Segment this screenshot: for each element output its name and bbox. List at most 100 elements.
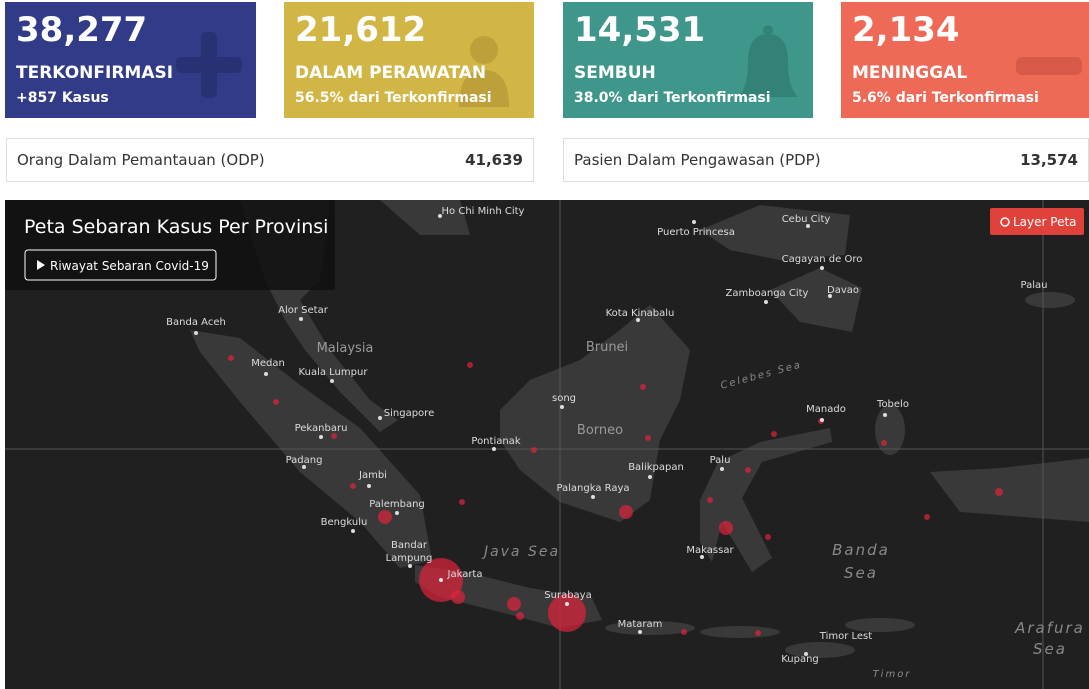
place-label: Cebu City <box>782 214 831 225</box>
place-label: Palangka Raya <box>556 483 629 494</box>
place-label: Mataram <box>618 619 663 630</box>
place-label: Timor Lest <box>819 631 872 642</box>
place-dot <box>565 602 569 606</box>
title-panel <box>5 200 335 290</box>
layer-button[interactable]: Layer Peta <box>990 208 1084 235</box>
stat-card: 2,134 MENINGGAL 5.6% dari Terkonfirmasi <box>841 2 1089 118</box>
place-dot <box>692 220 696 224</box>
sea-label: Sea <box>844 564 878 582</box>
sea-label: Banda <box>832 541 890 559</box>
place-label: Jakarta <box>447 569 483 580</box>
place-dot <box>439 578 443 582</box>
place-label: Balikpapan <box>628 462 684 473</box>
place-dot <box>194 331 198 335</box>
place-dot <box>591 495 595 499</box>
stat-card: 14,531 SEMBUH 38.0% dari Terkonfirmasi <box>563 2 813 118</box>
place-label: Cagayan de Oro <box>782 254 863 265</box>
place-label: Ho Chi Minh City <box>442 206 525 217</box>
place-label: Alor Setar <box>278 305 329 316</box>
sea-label: Arafura <box>1014 619 1085 637</box>
icon <box>1016 57 1082 75</box>
sea-label: Sea <box>1033 640 1067 658</box>
sea-label: Timor <box>873 669 912 680</box>
place-label: Kuala Lumpur <box>299 367 369 378</box>
place-label: Kota Kinabalu <box>606 308 675 319</box>
stat-label: TERKONFIRMASI <box>16 63 174 83</box>
info-value: 41,639 <box>465 151 523 169</box>
info-label: Pasien Dalam Pengawasan (PDP) <box>574 151 821 169</box>
place-dot <box>820 266 824 270</box>
stat-card: 21,612 DALAM PERAWATAN 56.5% dari Terkon… <box>284 2 534 118</box>
place-label: Medan <box>251 358 285 369</box>
stat-sub: 38.0% dari Terkonfirmasi <box>574 90 771 106</box>
stat-sub: 5.6% dari Terkonfirmasi <box>852 90 1039 106</box>
place-dot <box>820 418 824 422</box>
stat-sub: 56.5% dari Terkonfirmasi <box>295 90 492 106</box>
place-dot <box>302 465 306 469</box>
place-dot <box>351 529 355 533</box>
place-dot <box>438 214 442 218</box>
place-dot <box>299 317 303 321</box>
button-label: Riwayat Sebaran Covid-19 <box>50 259 209 273</box>
place-dot <box>264 372 268 376</box>
place-dot <box>330 379 334 383</box>
place-label: Banda Aceh <box>166 317 226 328</box>
info-row: Orang Dalam Pemantauan (ODP) 41,639 <box>6 138 534 182</box>
place-label: Surabaya <box>544 590 591 601</box>
place-dot <box>700 555 704 559</box>
place-label: song <box>552 393 576 404</box>
place-label: Palembang <box>369 499 425 510</box>
place-dot <box>828 294 832 298</box>
stat-value: 14,531 <box>574 10 706 50</box>
region-label: Brunei <box>586 340 628 355</box>
stat-label: SEMBUH <box>574 63 656 83</box>
place-dot <box>648 475 652 479</box>
stat-value: 38,277 <box>16 10 148 50</box>
place-label: Jambi <box>358 470 387 481</box>
place-label: Singapore <box>384 408 434 419</box>
place-dot <box>638 630 642 634</box>
place-label: Bandar <box>391 540 428 551</box>
info-value: 13,574 <box>1020 151 1078 169</box>
place-label: Puerto Princesa <box>657 227 735 238</box>
place-label: Bengkulu <box>321 517 368 528</box>
place-dot <box>806 224 810 228</box>
stat-label: DALAM PERAWATAN <box>295 63 487 83</box>
place-label: Davao <box>827 285 859 296</box>
place-label: Pontianak <box>471 436 520 447</box>
place-dot <box>883 413 887 417</box>
place-dot <box>319 435 323 439</box>
place-label: Kupang <box>781 654 819 665</box>
button-label: Layer Peta <box>1013 215 1077 229</box>
map[interactable]: Ho Chi Minh City Puerto Princesa Cebu City… <box>5 200 1089 689</box>
history-button[interactable]: Riwayat Sebaran Covid-19 <box>24 249 217 281</box>
sea-label: Java Sea <box>481 544 560 560</box>
place-label: Lampung <box>386 553 433 564</box>
place-label: Palu <box>710 455 731 466</box>
place-dot <box>764 300 768 304</box>
place-label: Pekanbaru <box>295 423 348 434</box>
place-label: Palau <box>1021 280 1048 291</box>
place-dot <box>367 484 371 488</box>
icon <box>459 36 509 107</box>
stat-sub: +857 Kasus <box>16 90 109 106</box>
info-label: Orang Dalam Pemantauan (ODP) <box>17 151 265 169</box>
place-dot <box>560 405 564 409</box>
stat-card: 38,277 TERKONFIRMASI +857 Kasus <box>5 2 256 118</box>
place-dot <box>636 318 640 322</box>
place-label: Tobelo <box>876 399 909 410</box>
region-label: Malaysia <box>317 341 374 356</box>
place-dot <box>492 447 496 451</box>
place-dot <box>408 564 412 568</box>
icon <box>738 25 798 97</box>
place-label: Padang <box>286 455 323 466</box>
place-label: Zamboanga City <box>726 288 809 299</box>
info-row: Pasien Dalam Pengawasan (PDP) 13,574 <box>563 138 1089 182</box>
place-dot <box>395 511 399 515</box>
region-label: Borneo <box>577 423 623 438</box>
stat-value: 2,134 <box>852 10 960 50</box>
map-title: Peta Sebaran Kasus Per Provinsi <box>24 216 328 238</box>
stat-label: MENINGGAL <box>852 63 968 83</box>
place-dot <box>720 467 724 471</box>
